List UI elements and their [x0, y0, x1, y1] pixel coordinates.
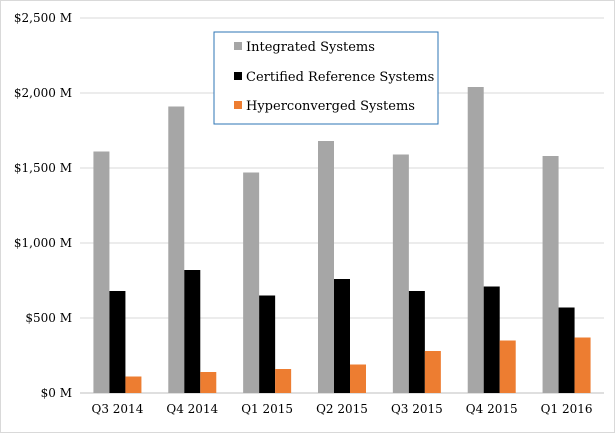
bar-integrated-systems-q4-2015 — [467, 87, 484, 393]
x-tick-label: Q3 2015 — [391, 402, 443, 416]
bar-integrated-systems-q3-2014 — [93, 151, 110, 393]
y-tick-label: $1,000 M — [14, 236, 72, 250]
x-tick-label: Q1 2016 — [541, 402, 593, 416]
bar-integrated-systems-q1-2016 — [542, 156, 559, 393]
bar-integrated-systems-q1-2015 — [243, 172, 260, 393]
bar-integrated-systems-q2-2015 — [318, 141, 334, 393]
x-tick-label: Q1 2015 — [241, 402, 293, 416]
x-tick-label: Q2 2015 — [316, 402, 368, 416]
legend-swatch-certified-reference-systems — [234, 72, 242, 80]
bar-certified-reference-systems-q1-2015 — [259, 295, 276, 393]
bar-hyperconverged-systems-q4-2015 — [499, 340, 516, 393]
bar-hyperconverged-systems-q3-2014 — [125, 376, 142, 393]
legend: Integrated Systems Certified Reference S… — [213, 31, 439, 125]
bar-hyperconverged-systems-q1-2016 — [574, 337, 591, 393]
y-axis-tick-labels: $0 M $500 M $1,000 M $1,500 M $2,000 M $2,500… — [14, 11, 72, 400]
bar-certified-reference-systems-q4-2014 — [184, 270, 201, 393]
y-tick-label: $500 M — [25, 311, 72, 325]
bar-integrated-systems-q4-2014 — [168, 106, 185, 393]
legend-swatch-integrated-systems — [234, 42, 242, 50]
bar-hyperconverged-systems-q4-2014 — [200, 372, 217, 393]
legend-label-hyperconverged-systems: Hyperconverged Systems — [246, 99, 415, 114]
bar-certified-reference-systems-q3-2015 — [408, 291, 425, 393]
legend-label-integrated-systems: Integrated Systems — [246, 40, 375, 55]
legend-box — [213, 31, 439, 125]
x-axis-tick-labels: Q3 2014 Q4 2014 Q1 2015 Q2 2015 Q3 2015 Q4 20… — [92, 402, 593, 416]
bar-integrated-systems-q3-2015 — [392, 154, 409, 393]
bar-certified-reference-systems-q2-2015 — [334, 279, 350, 393]
bar-hyperconverged-systems-q2-2015 — [350, 364, 366, 393]
y-tick-label: $2,000 M — [14, 86, 72, 100]
bar-certified-reference-systems-q3-2014 — [109, 291, 126, 393]
bar-certified-reference-systems-q4-2015 — [483, 286, 500, 393]
x-tick-label: Q4 2014 — [166, 402, 218, 416]
bars — [93, 87, 591, 393]
bar-hyperconverged-systems-q1-2015 — [275, 369, 292, 393]
y-tick-label: $2,500 M — [14, 11, 72, 25]
legend-swatch-hyperconverged-systems — [234, 101, 242, 109]
x-tick-label: Q3 2014 — [92, 402, 144, 416]
legend-label-certified-reference-systems: Certified Reference Systems — [246, 70, 434, 85]
bar-hyperconverged-systems-q3-2015 — [424, 351, 441, 393]
y-tick-label: $1,500 M — [14, 161, 72, 175]
x-tick-label: Q4 2015 — [466, 402, 518, 416]
bar-certified-reference-systems-q1-2016 — [558, 307, 575, 393]
y-tick-label: $0 M — [41, 386, 72, 400]
